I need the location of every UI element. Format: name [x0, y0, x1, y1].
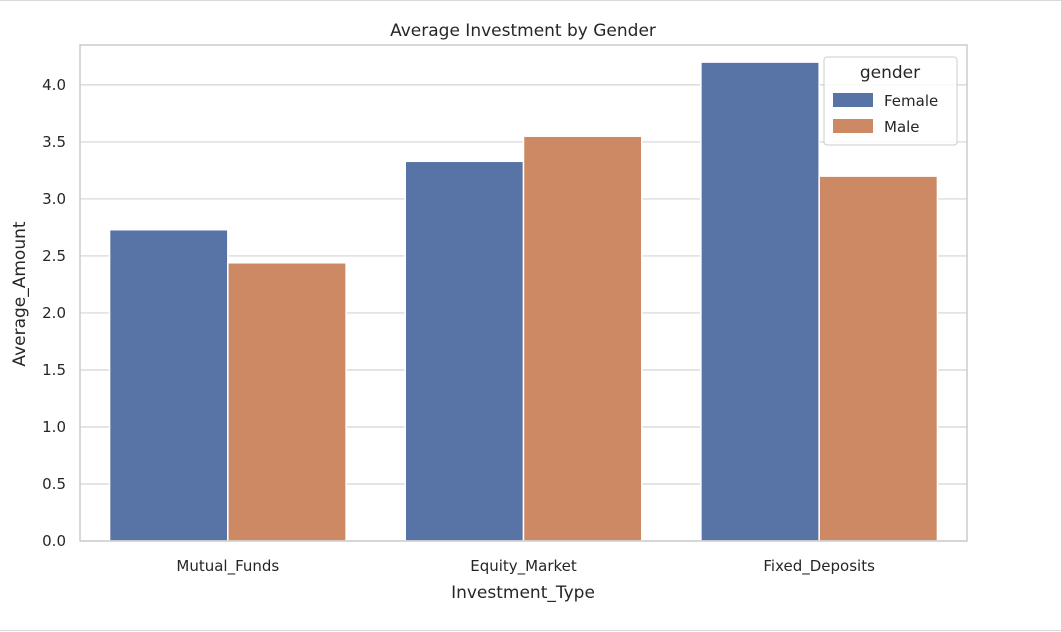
y-tick-labels: 0.0 0.5 1.0 1.5 2.0 2.5 3.0 3.5 4.0 [42, 76, 66, 550]
bars [108, 61, 939, 542]
x-tick-label: Equity_Market [470, 557, 577, 576]
x-tick-label: Mutual_Funds [176, 557, 279, 576]
bar-male-mutual-funds [227, 262, 347, 542]
y-tick-label: 3.0 [42, 190, 66, 208]
bar-male-equity-market [522, 135, 643, 542]
bar-female-mutual-funds [108, 228, 229, 542]
bar-male-fixed-deposits [818, 175, 939, 542]
plot-area-frame [79, 44, 968, 542]
legend-swatch-male [833, 119, 873, 133]
legend: gender Female Male [823, 56, 958, 146]
y-tick-label: 0.0 [42, 532, 66, 550]
y-tick-label: 0.5 [42, 475, 66, 493]
chart-title: Average Investment by Gender [390, 21, 656, 41]
legend-swatch-female [833, 93, 873, 107]
bar-female-equity-market [404, 160, 525, 542]
y-tick-label: 3.5 [42, 133, 66, 151]
legend-label-male: Male [884, 118, 920, 136]
y-tick-label: 2.0 [42, 304, 66, 322]
bar-female-fixed-deposits [700, 61, 820, 542]
y-axis-title: Average_Amount [10, 221, 30, 366]
x-axis-title: Investment_Type [451, 583, 595, 603]
x-tick-label: Fixed_Deposits [763, 557, 875, 576]
legend-title: gender [860, 63, 920, 83]
top-border [0, 0, 1061, 1]
y-tick-label: 1.5 [42, 361, 66, 379]
y-tick-label: 1.0 [42, 418, 66, 436]
x-tick-labels: Mutual_Funds Equity_Market Fixed_Deposits [176, 557, 875, 576]
bottom-border [0, 630, 1061, 631]
y-tick-label: 4.0 [42, 76, 66, 94]
legend-label-female: Female [884, 92, 938, 110]
y-tick-label: 2.5 [42, 247, 66, 265]
